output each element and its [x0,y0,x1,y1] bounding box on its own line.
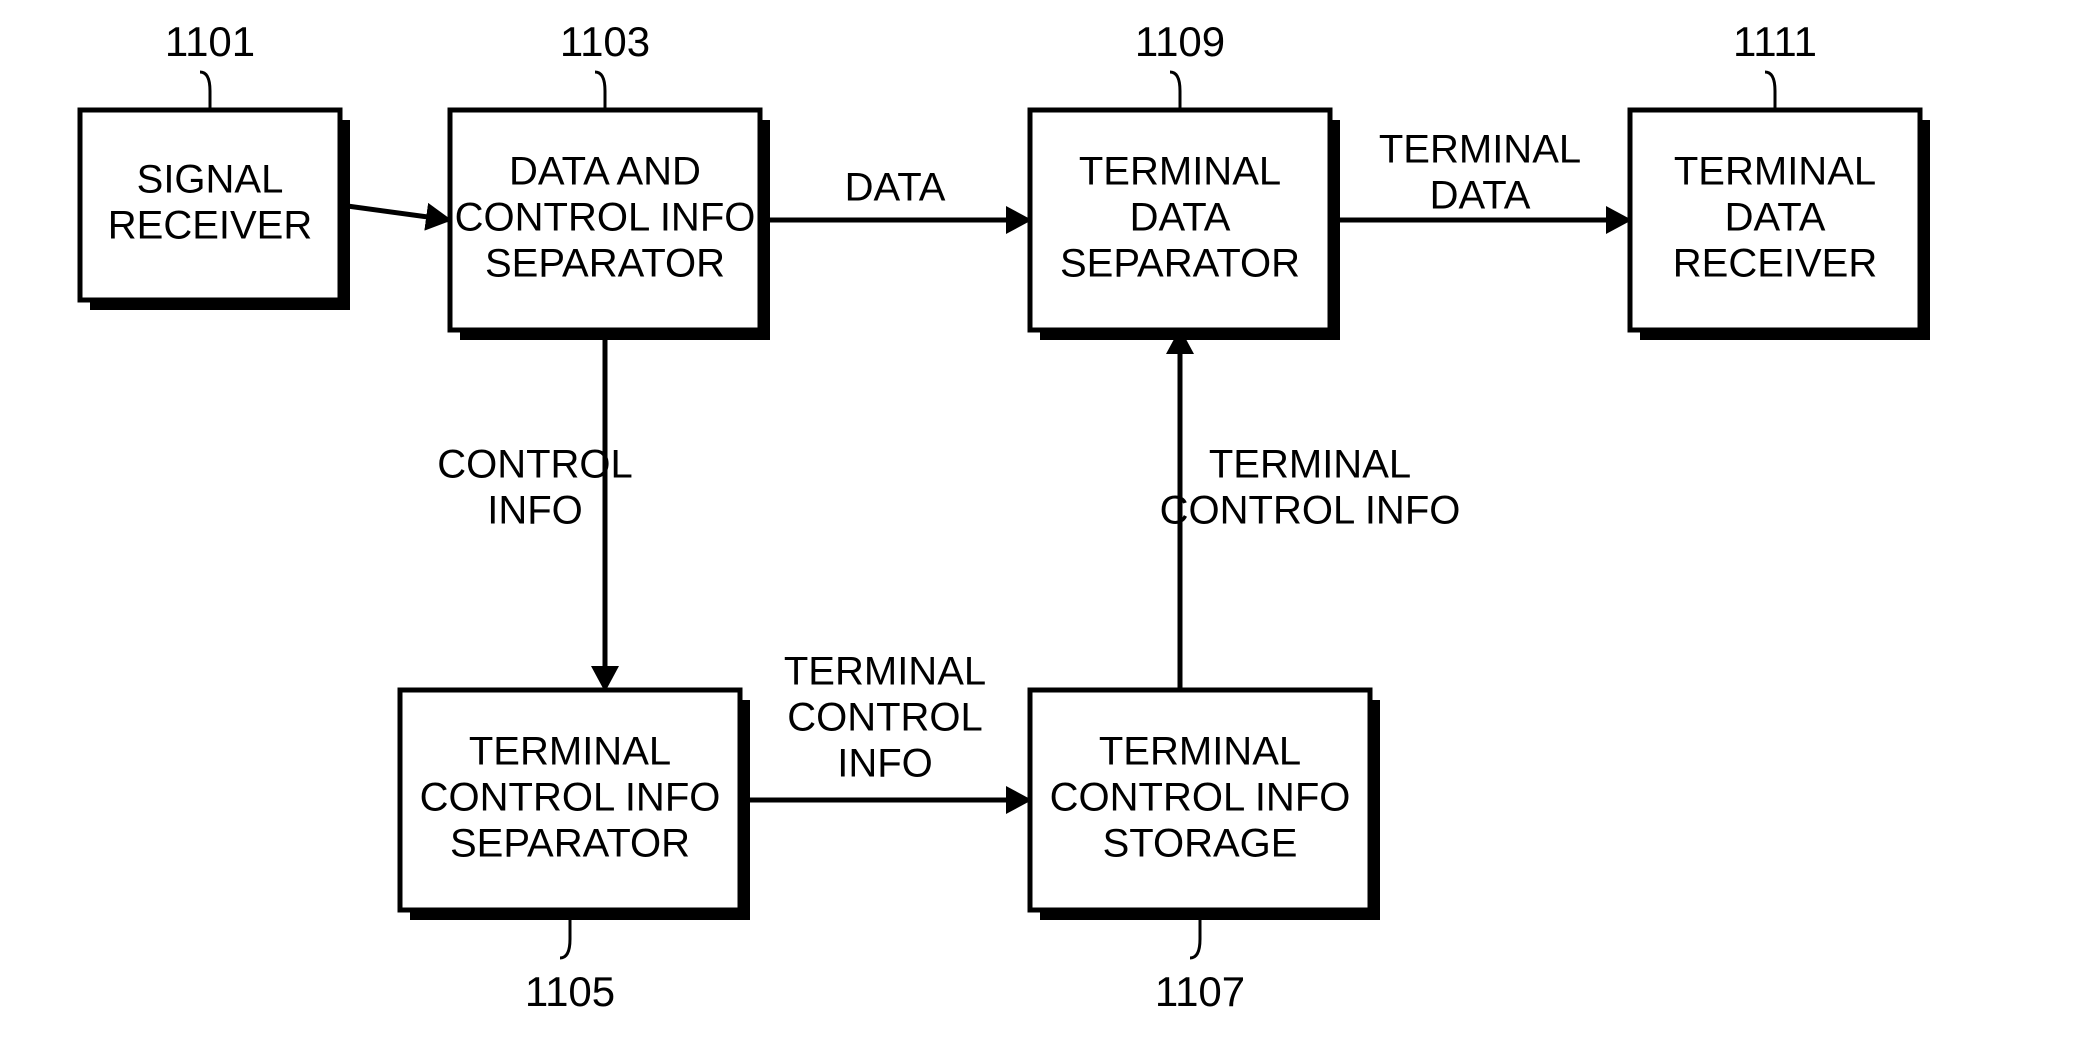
box-label-n1103: DATA AND [509,150,701,194]
edge-label: DATA [845,166,946,210]
edge-label: INFO [487,489,583,533]
edge-label: INFO [837,742,933,786]
ref-label-n1101: 1101 [165,18,255,65]
ref-leader-n1101 [200,72,210,110]
ref-label-n1111: 1111 [1733,18,1817,65]
edge-label: DATA [1430,174,1531,218]
ref-label-n1107: 1107 [1155,968,1245,1015]
box-label-n1103: SEPARATOR [485,242,725,286]
edge-n1101-n1103 [340,205,450,220]
edge-label: CONTROL [437,443,633,487]
ref-leader-n1107 [1190,920,1200,958]
box-label-n1111: DATA [1725,196,1826,240]
box-label-n1109: DATA [1130,196,1231,240]
ref-label-n1109: 1109 [1135,18,1225,65]
box-label-n1109: SEPARATOR [1060,242,1300,286]
box-label-n1105: CONTROL INFO [420,776,721,820]
edge-label: CONTROL [787,696,983,740]
box-label-n1101: RECEIVER [108,204,313,248]
box-label-n1107: STORAGE [1103,822,1298,866]
edge-label: TERMINAL [1209,443,1411,487]
ref-leader-n1103 [595,72,605,110]
box-label-n1111: RECEIVER [1673,242,1878,286]
ref-leader-n1111 [1765,72,1775,110]
ref-label-n1105: 1105 [525,968,615,1015]
box-label-n1101: SIGNAL [137,158,284,202]
ref-leader-n1109 [1170,72,1180,110]
box-label-n1103: CONTROL INFO [455,196,756,240]
ref-leader-n1105 [560,920,570,958]
ref-label-n1103: 1103 [560,18,650,65]
box-label-n1105: TERMINAL [469,730,671,774]
edge-label: TERMINAL [1379,128,1581,172]
box-label-n1105: SEPARATOR [450,822,690,866]
box-label-n1109: TERMINAL [1079,150,1281,194]
edge-label: TERMINAL [784,650,986,694]
box-label-n1107: CONTROL INFO [1050,776,1351,820]
box-label-n1111: TERMINAL [1674,150,1876,194]
box-label-n1107: TERMINAL [1099,730,1301,774]
edge-label: CONTROL INFO [1160,489,1461,533]
